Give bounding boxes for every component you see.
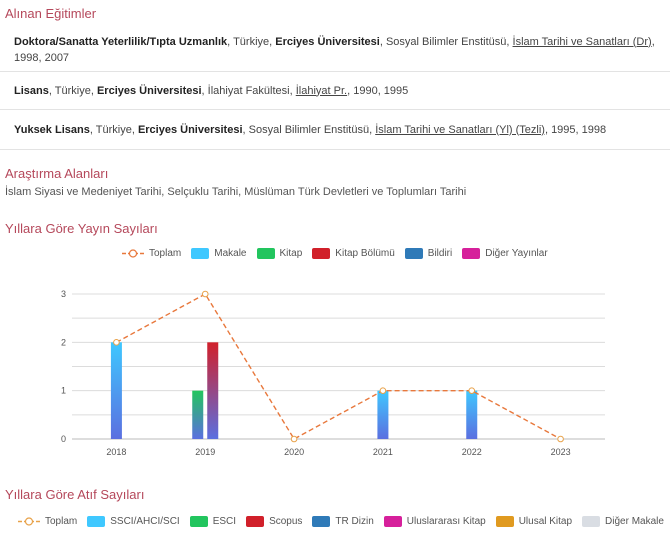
publications-legend-item-kitap[interactable]: Kitap [256, 248, 303, 259]
citations-title: Yıllara Göre Atıf Sayıları [5, 487, 145, 502]
y-tick-label: 2 [61, 337, 66, 347]
legend-swatch [312, 248, 331, 259]
education-row-text: Yuksek Lisans, Türkiye, Erciyes Üniversi… [14, 123, 607, 136]
total-point-2023 [557, 435, 564, 443]
legend-label: Uluslararası Kitap [406, 516, 486, 527]
institute: Sosyal Bilimler Enstitüsü [248, 123, 370, 136]
x-tick-label: 2022 [462, 447, 482, 457]
total-point-2020 [290, 435, 298, 443]
x-tick-label: 2020 [284, 447, 304, 457]
legend-swatch [191, 248, 210, 259]
citations-legend-item-tr-dizin[interactable]: TR Dizin [312, 516, 374, 527]
publications-legend-item-di-er-yay-nlar[interactable]: Diğer Yayınlar [462, 248, 548, 259]
legend-swatch [189, 516, 208, 527]
legend-swatch [462, 248, 481, 259]
citations-legend-item-scopus[interactable]: Scopus [246, 516, 302, 527]
bar-kitap-b-l-m-2019 [207, 342, 219, 439]
legend-label: ESCI [212, 516, 237, 527]
legend-swatch [404, 248, 423, 259]
years: 1998, 2007 [14, 51, 70, 64]
legend-label: Toplam [45, 516, 78, 527]
citations-legend-item-ulusal-kitap[interactable]: Ulusal Kitap [495, 516, 573, 527]
x-tick-label: 2019 [195, 447, 215, 457]
degree: Yuksek Lisans [14, 123, 90, 136]
legend-label: SSCI/AHCI/SCI [110, 516, 180, 527]
publications-legend: Toplam Makale Kitap Kitap Bölümü Bildiri Diğe… [122, 248, 558, 259]
university: Erciyes Üniversitesi [137, 123, 243, 136]
legend-swatch [246, 516, 265, 527]
years: 1990, 1995 [353, 84, 409, 97]
total-line [116, 293, 561, 440]
legend-label: Toplam [149, 248, 182, 259]
x-tick-label: 2021 [373, 447, 393, 457]
citations-legend-item-ssci-ahci-sci[interactable]: SSCI/AHCI/SCI [87, 516, 180, 527]
education-row-doktora: Doktora/Sanatta Yeterlilik/Tıpta Uzmanlı… [0, 28, 670, 72]
legend-label: Kitap [279, 248, 303, 259]
y-tick-label: 0 [61, 434, 66, 444]
bar-makale-2022 [466, 390, 478, 439]
y-tick-label: 3 [61, 289, 66, 299]
bar-kitap-2019 [192, 390, 204, 439]
legend-label: TR Dizin [335, 516, 374, 527]
total-point-2018 [113, 339, 120, 346]
total-point-2021 [379, 387, 387, 394]
citations-legend-item-uluslararas-kitap[interactable]: Uluslararası Kitap [383, 516, 486, 527]
citations-legend-item-toplam[interactable]: Toplam [18, 516, 77, 527]
education-row-lisans: Lisans, Türkiye, Erciyes Üniversitesi, İ… [0, 72, 670, 110]
publications-chart: 0 1 2 3 2018 2019 2020 2021 2022 2023 [61, 289, 605, 457]
legend-swatch [312, 516, 331, 527]
university: Erciyes Üniversitesi [96, 84, 202, 97]
program-link[interactable]: İlahiyat Pr. [295, 84, 348, 97]
degree: Doktora/Sanatta Yeterlilik/Tıpta Uzmanlı… [14, 35, 228, 48]
citations-legend-item-di-er-makale[interactable]: Diğer Makale [582, 516, 664, 527]
publications-title: Yıllara Göre Yayın Sayıları [5, 221, 158, 236]
publications-legend-item-toplam[interactable]: Toplam [122, 248, 181, 259]
legend-label: Diğer Yayınlar [485, 248, 548, 259]
total-point-2022 [468, 387, 476, 394]
citations-legend: Toplam SSCI/AHCI/SCI ESCI Scopus TR Dizin Ulu… [18, 516, 670, 527]
publications-legend-item-kitap-b-l-m[interactable]: Kitap Bölümü [312, 248, 395, 259]
legend-swatch [256, 248, 275, 259]
education-row-yuksek-lisans: Yuksek Lisans, Türkiye, Erciyes Üniversi… [0, 110, 670, 150]
degree: Lisans [14, 84, 49, 97]
y-tick-label: 1 [61, 386, 66, 396]
legend-label: Ulusal Kitap [518, 516, 573, 527]
country: Türkiye [54, 84, 91, 97]
legend-swatch [87, 516, 106, 527]
bar-makale-2018 [110, 342, 122, 439]
university: Erciyes Üniversitesi [275, 35, 380, 48]
education-row-text: Doktora/Sanatta Yeterlilik/Tıpta Uzmanlı… [14, 35, 655, 64]
legend-swatch [582, 516, 601, 527]
total-point-2019 [201, 290, 209, 298]
publications-legend-item-bildiri[interactable]: Bildiri [404, 248, 453, 259]
education-list: Doktora/Sanatta Yeterlilik/Tıpta Uzmanlı… [0, 28, 670, 150]
citations-legend-item-esci[interactable]: ESCI [189, 516, 237, 527]
country: Türkiye [95, 123, 132, 136]
legend-swatch [122, 248, 144, 259]
research-title: Araştırma Alanları [5, 166, 109, 181]
country: Türkiye [233, 35, 270, 48]
institute: İlahiyat Fakültesi [207, 84, 290, 97]
publications-legend-item-makale[interactable]: Makale [191, 248, 247, 259]
program-link[interactable]: İslam Tarihi ve Sanatları (Yl) (Tezli) [375, 123, 545, 136]
program-link[interactable]: İslam Tarihi ve Sanatları (Dr) [512, 35, 652, 48]
research-text: İslam Siyasi ve Medeniyet Tarihi, Selçuk… [5, 186, 467, 198]
legend-label: Bildiri [427, 248, 453, 259]
legend-label: Diğer Makale [605, 516, 664, 527]
legend-label: Makale [214, 248, 247, 259]
legend-swatch [383, 516, 402, 527]
education-row-text: Lisans, Türkiye, Erciyes Üniversitesi, İ… [14, 84, 409, 97]
legend-swatch [18, 516, 40, 527]
years: 1995, 1998 [551, 123, 607, 136]
education-title: Alınan Eğitimler [5, 6, 97, 21]
x-tick-label: 2018 [106, 447, 126, 457]
x-tick-label: 2023 [551, 447, 571, 457]
legend-label: Kitap Bölümü [335, 248, 395, 259]
institute: Sosyal Bilimler Enstitüsü [385, 35, 507, 48]
legend-swatch [495, 516, 514, 527]
legend-label: Scopus [269, 516, 303, 527]
bar-makale-2021 [377, 390, 389, 439]
